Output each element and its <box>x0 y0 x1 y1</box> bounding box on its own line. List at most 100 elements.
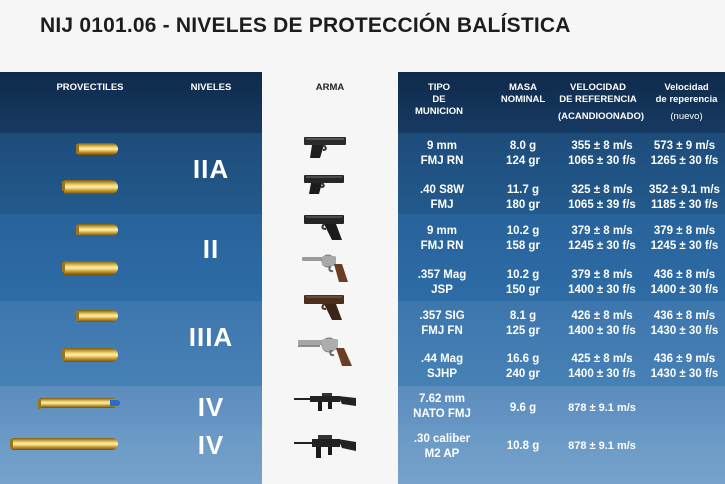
new-ref-velocity-line: 1265 ± 30 f/s <box>650 155 719 167</box>
new-ref-velocity-cell: 436 ± 8 m/s 1430 ± 30 f/s <box>644 309 725 339</box>
bullet-icon <box>76 310 118 322</box>
new-ref-velocity-header-line: Velocidad <box>664 82 709 93</box>
ammo-type-line: .30 caliber <box>413 433 471 445</box>
new-ref-velocity-line: 436 ± 8 m/s <box>653 269 716 281</box>
ammo-type-cell: .44 Mag SJHP <box>398 352 486 382</box>
bullet-tip-icon <box>110 400 120 406</box>
ammo-type-line: FMJ RN <box>420 240 464 252</box>
ref-velocity-cell: 379 ± 8 m/s 1245 ± 30 f/s <box>560 224 644 254</box>
new-ref-velocity-line: 1430 ± 30 f/s <box>650 325 719 337</box>
new-ref-velocity-line: 573 ± 9 m/s <box>653 140 716 152</box>
ammo-type-cell: 9 mm FMJ RN <box>398 224 486 254</box>
mass-line: 9.6 g <box>509 402 537 414</box>
mass-cell: 10.2 g 158 gr <box>486 224 560 254</box>
ref-velocity-line: 379 ± 8 m/s <box>571 269 633 281</box>
ammo-type-cell: .30 caliber M2 AP <box>398 432 486 462</box>
ammo-type-line: M2 AP <box>424 448 460 460</box>
new-ref-velocity-line: 1430 ± 30 f/s <box>650 368 719 380</box>
level-ii: II <box>202 234 220 264</box>
ammo-type-cell: .357 Mag JSP <box>398 268 486 298</box>
ammo-type-header-line: MUNICION <box>414 106 464 117</box>
rifle-icon <box>294 435 356 458</box>
mass-cell: 9.6 g <box>486 401 560 416</box>
mass-cell: 8.0 g 124 gr <box>486 139 560 169</box>
revolver-icon <box>302 254 348 282</box>
mass-line: 16.6 g <box>506 353 540 365</box>
mass-line: 158 gr <box>506 240 540 252</box>
ref-velocity-line: 1400 ± 30 f/s <box>568 325 636 337</box>
bullet-icon <box>38 398 120 409</box>
mass-line: 125 gr <box>506 325 540 337</box>
new-ref-velocity-line: 436 ± 8 m/s <box>653 310 716 322</box>
table-band-iia <box>398 133 725 214</box>
mass-line: 8.0 g <box>509 140 537 152</box>
ref-velocity-cell: 878 ± 9.1 m/s <box>560 401 644 416</box>
bullet-icon <box>76 224 118 236</box>
bullet-icon <box>62 261 118 275</box>
ammo-type-cell: 9 mm FMJ RN <box>398 139 486 169</box>
ammo-type-line: SJHP <box>426 368 458 380</box>
data-table-panel: TIPO DE MUNICION MASA NOMINAL VELOCIDAD … <box>398 72 725 484</box>
ref-velocity-cell: 425 ± 8 m/s 1400 ± 30 f/s <box>560 352 644 382</box>
weapon-header-area: ARMA <box>262 72 398 133</box>
mass-line: 10.2 g <box>506 269 540 281</box>
ref-velocity-line: 1400 ± 30 f/s <box>568 368 636 380</box>
new-ref-velocity-line: 352 ± 9.1 m/s <box>649 184 720 196</box>
ammo-type-line: FMJ RN <box>420 155 464 167</box>
new-ref-velocity-line: 436 ± 9 m/s <box>653 353 716 365</box>
level-iia: IIA <box>192 154 230 184</box>
mass-cell: 11.7 g 180 gr <box>486 183 560 213</box>
ammo-type-line: .44 Mag <box>420 353 464 365</box>
weapons-panel: ARMA <box>262 72 398 484</box>
ammo-type-line: .40 S8W <box>419 184 465 196</box>
mass-cell: 16.6 g 240 gr <box>486 352 560 382</box>
weapon-header: ARMA <box>315 82 345 93</box>
table-band-iv-a <box>398 386 725 426</box>
table-header: TIPO DE MUNICION MASA NOMINAL VELOCIDAD … <box>398 72 725 133</box>
ref-velocity-cell: 325 ± 8 m/s 1065 ± 39 f/s <box>560 183 644 213</box>
ref-velocity-line: 878 ± 9.1 m/s <box>568 440 636 452</box>
ammo-type-header-line: TIPO <box>427 82 451 93</box>
mass-header-line: MASA <box>509 82 537 93</box>
new-ref-velocity-cell: 379 ± 8 m/s 1245 ± 30 f/s <box>644 224 725 254</box>
new-ref-velocity-cell: 436 ± 8 m/s 1400 ± 30 f/s <box>644 268 725 298</box>
mass-cell: 8.1 g 125 gr <box>486 309 560 339</box>
ammo-type-line: 9 mm <box>426 225 458 237</box>
ref-velocity-line: 1065 ± 30 f/s <box>568 155 636 167</box>
new-ref-velocity-line: 379 ± 8 m/s <box>653 225 716 237</box>
new-ref-velocity-header: Velocidad de reperencia (nuevo) <box>648 82 725 123</box>
ref-velocity-header-line: (acandiOonado) <box>558 111 645 122</box>
ammo-type-cell: .40 S8W FMJ <box>398 183 486 213</box>
ref-velocity-line: 426 ± 8 m/s <box>571 310 633 322</box>
revolver-icon <box>298 337 352 366</box>
new-ref-velocity-line: 1245 ± 30 f/s <box>650 240 719 252</box>
ammo-type-cell: .357 SIG FMJ FN <box>398 309 486 339</box>
mass-header-line: NOMINAL <box>500 94 546 105</box>
new-ref-velocity-cell: 436 ± 9 m/s 1430 ± 30 f/s <box>644 352 725 382</box>
ammo-type-line: 7.62 mm <box>418 393 466 405</box>
ref-velocity-line: 325 ± 8 m/s <box>571 184 633 196</box>
ammo-type-line: FMJ <box>430 199 454 211</box>
new-ref-velocity-cell: 352 ± 9.1 m/s 1185 ± 30 f/s <box>644 183 725 213</box>
band-level-iiia <box>0 301 262 386</box>
levels-header: NIVELES <box>190 82 232 93</box>
band-level-ii <box>0 214 262 301</box>
ref-velocity-line: 355 ± 8 m/s <box>571 140 633 152</box>
left-header: PROVECTILES NIVELES <box>0 72 262 133</box>
rifle-icon <box>294 393 356 411</box>
level-iv-b: IV <box>197 430 225 460</box>
bullet-icon <box>10 438 118 450</box>
level-iiia: IIIA <box>188 322 234 352</box>
ammo-type-header-line: DE <box>432 94 446 105</box>
bullet-icon <box>62 180 118 194</box>
page-title: NIJ 0101.06 - NIVELES DE PROTECCIÓN BALÍ… <box>40 14 571 37</box>
ammo-type-line: .357 Mag <box>417 269 467 281</box>
mass-cell: 10.8 g <box>486 439 560 454</box>
ref-velocity-header: VELOCIDAD DE REFERENCIA (acandiOonado) <box>558 82 645 123</box>
bullet-icon <box>62 348 118 362</box>
ref-velocity-cell: 878 ± 9.1 m/s <box>560 439 644 454</box>
ammo-type-line: 9 mm <box>426 140 458 152</box>
ammo-type-line: .357 SIG <box>419 310 465 322</box>
mass-line: 240 gr <box>506 368 540 380</box>
mass-line: 124 gr <box>506 155 540 167</box>
